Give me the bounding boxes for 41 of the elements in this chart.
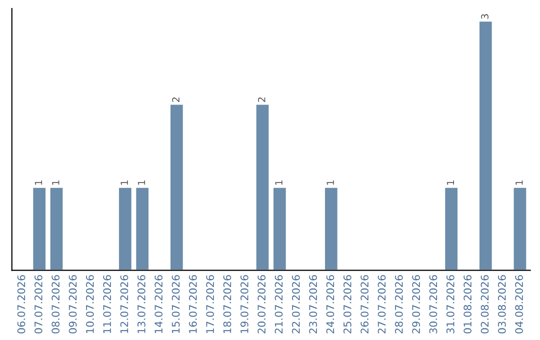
x-tick-label: 31.07.2026 [446,275,454,334]
data-label: 1 [138,180,146,185]
x-tick-label: 16.07.2026 [188,275,197,333]
data-label: 1 [326,180,334,185]
x-tick-label: 24.07.2026 [326,275,334,334]
x-tick-label: 09.07.2026 [68,275,77,334]
x-tick-label: 21.07.2026 [274,275,283,334]
x-tick-label: 08.07.2026 [52,275,60,334]
data-label: 1 [52,180,60,185]
x-tick-label: 04.08.2026 [515,275,524,334]
x-tick-label: 22.07.2026 [292,275,300,334]
data-label: 1 [446,180,454,185]
x-tick-label: 23.07.2026 [309,275,318,334]
data-label: 3 [481,14,488,19]
x-tick-label: 18.07.2026 [223,275,232,333]
data-label: 1 [516,180,523,185]
data-label: 1 [34,180,42,185]
x-tick-label: 12.07.2026 [120,275,128,333]
data-label: 2 [258,97,266,102]
x-tick-label: 20.07.2026 [258,275,266,334]
x-tick-label: 06.07.2026 [17,275,26,334]
x-tick-label: 19.07.2026 [240,275,248,333]
x-tick-label: 25.07.2026 [343,275,352,334]
x-tick-label: 27.07.2026 [378,275,386,334]
x-tick-label: 07.07.2026 [34,275,42,334]
x-tick-label: 29.07.2026 [412,275,420,334]
x-tick-label: 01.08.2026 [464,275,472,334]
x-tick-label: 14.07.2026 [154,275,163,333]
x-tick-label: 30.07.2026 [429,275,438,334]
x-tick-label: 10.07.2026 [86,275,94,333]
x-tick-label: 02.08.2026 [480,275,489,334]
data-label: 1 [120,180,128,185]
x-tick-label: 13.07.2026 [137,275,146,333]
x-tick-label: 15.07.2026 [172,275,180,333]
x-tick-label: 28.07.2026 [394,275,403,334]
x-tick-label: 17.07.2026 [206,275,214,333]
x-tick-label: 11.07.2026 [103,275,112,333]
data-label: 2 [172,97,180,102]
x-tick-label: 03.08.2026 [498,275,506,334]
data-label: 1 [275,180,282,185]
x-tick-label: 26.07.2026 [360,275,369,334]
